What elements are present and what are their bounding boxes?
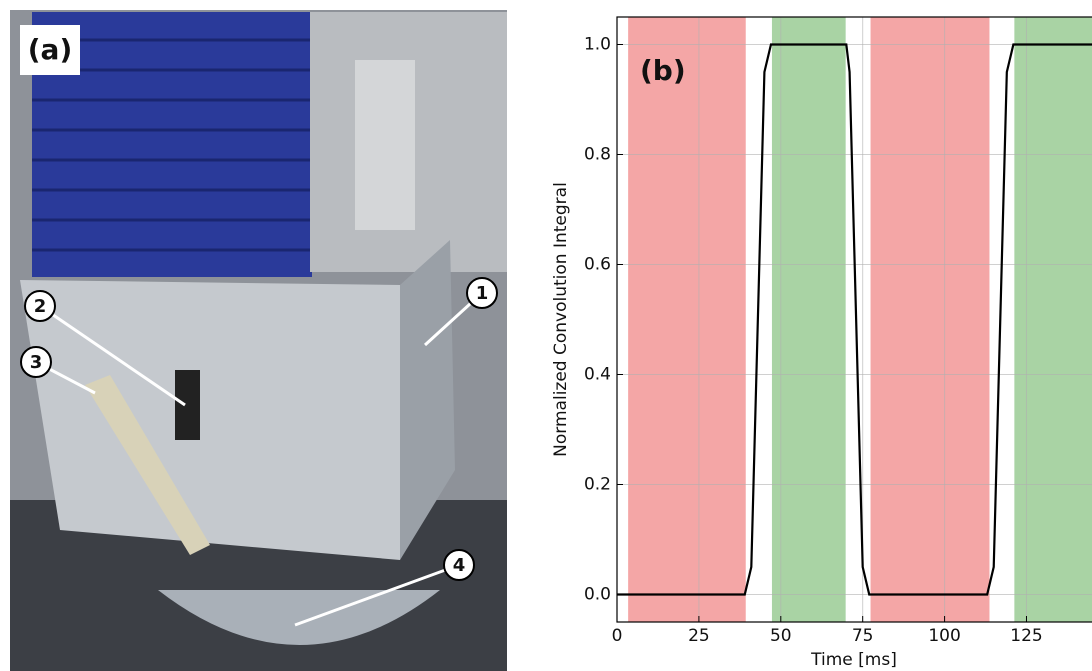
span [772, 17, 846, 622]
y-tick-label: 0.8 [584, 145, 611, 165]
y-axis-label: Normalized Convolution Integral [551, 182, 571, 457]
slot [175, 370, 200, 440]
figure: (a) 1 2 3 4 0.0 0.2 0.4 0.6 0.8 1.0 0 25 50 75 100… [0, 0, 1092, 671]
x-tick-label: 125 [1010, 626, 1042, 646]
spindle [355, 60, 415, 230]
marker-label: 4 [453, 555, 466, 576]
y-tick-label: 0.2 [584, 475, 611, 495]
marker-label: 2 [34, 296, 47, 317]
annotation: (b) [640, 54, 686, 87]
y-tick-label: 0.0 [584, 585, 611, 605]
x-tick-label: 0 [612, 626, 623, 646]
x-tick-label: 75 [852, 626, 874, 646]
plate [20, 280, 400, 560]
marker-label: 3 [30, 352, 43, 373]
span [628, 17, 746, 622]
marker-label: 1 [476, 283, 489, 304]
y-tick-label: 0.4 [584, 365, 611, 385]
y-tick-label: 0.6 [584, 255, 611, 275]
x-tick-label: 100 [928, 626, 960, 646]
x-tick-label: 25 [688, 626, 710, 646]
panel-label: (a) [28, 33, 73, 66]
chart: 0.0 0.2 0.4 0.6 0.8 1.0 0 25 50 75 100 125 (b) Time [… [551, 17, 1092, 670]
photo-panel: (a) 1 2 3 4 [10, 10, 507, 671]
span [871, 17, 990, 622]
y-tick-label: 1.0 [584, 35, 611, 55]
x-axis-label: Time [ms] [810, 650, 897, 670]
x-tick-label: 50 [770, 626, 792, 646]
